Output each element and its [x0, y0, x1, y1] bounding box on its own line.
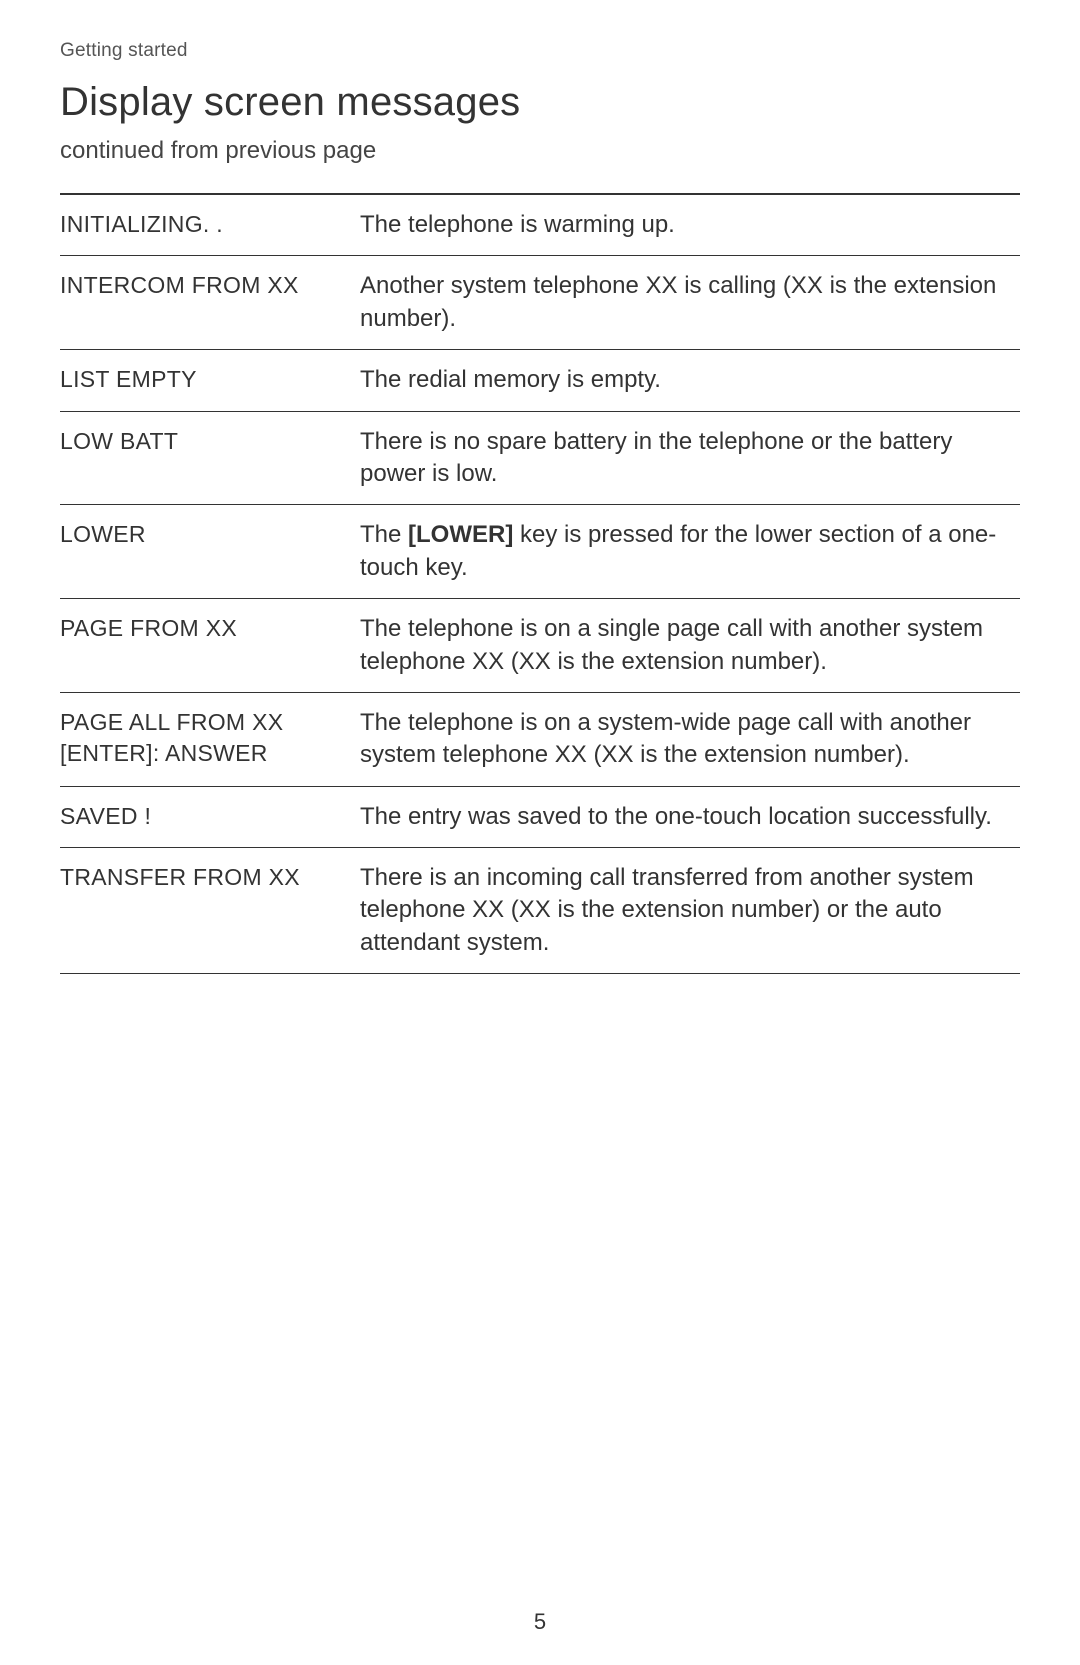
message-label: INTERCOM FROM XX	[60, 270, 360, 301]
message-description: Another system telephone XX is calling (…	[360, 270, 1020, 335]
table-row: LOWER The [LOWER] key is pressed for the…	[60, 505, 1020, 599]
table-row: SAVED ! The entry was saved to the one-t…	[60, 787, 1020, 848]
table-row: INTERCOM FROM XX Another system telephon…	[60, 256, 1020, 350]
message-description: The entry was saved to the one-touch loc…	[360, 801, 1020, 833]
message-description: The redial memory is empty.	[360, 364, 1020, 396]
message-label: LOW BATT	[60, 426, 360, 457]
table-row: TRANSFER FROM XX There is an incoming ca…	[60, 848, 1020, 974]
message-label: LOWER	[60, 519, 360, 550]
message-table: INITIALIZING. . The telephone is warming…	[60, 193, 1020, 974]
message-description: The telephone is on a system-wide page c…	[360, 707, 1020, 772]
message-label: INITIALIZING. .	[60, 209, 360, 240]
message-label: PAGE FROM XX	[60, 613, 360, 644]
message-label: TRANSFER FROM XX	[60, 862, 360, 893]
page-subtitle: continued from previous page	[60, 137, 1020, 165]
breadcrumb: Getting started	[60, 40, 1020, 62]
table-row: PAGE FROM XX The telephone is on a singl…	[60, 599, 1020, 693]
page-number: 5	[0, 1609, 1080, 1635]
message-label: SAVED !	[60, 801, 360, 832]
table-row: LOW BATT There is no spare battery in th…	[60, 412, 1020, 506]
message-description: The telephone is on a single page call w…	[360, 613, 1020, 678]
message-description: The [LOWER] key is pressed for the lower…	[360, 519, 1020, 584]
table-row: LIST EMPTY The redial memory is empty.	[60, 350, 1020, 411]
message-description: There is an incoming call transferred fr…	[360, 862, 1020, 959]
message-description: There is no spare battery in the telepho…	[360, 426, 1020, 491]
page: Getting started Display screen messages …	[0, 0, 1080, 1665]
message-description: The telephone is warming up.	[360, 209, 1020, 241]
table-row: INITIALIZING. . The telephone is warming…	[60, 195, 1020, 256]
table-row: PAGE ALL FROM XX [ENTER]: ANSWER The tel…	[60, 693, 1020, 787]
message-label: PAGE ALL FROM XX [ENTER]: ANSWER	[60, 707, 360, 769]
page-title: Display screen messages	[60, 80, 1020, 125]
message-label: LIST EMPTY	[60, 364, 360, 395]
